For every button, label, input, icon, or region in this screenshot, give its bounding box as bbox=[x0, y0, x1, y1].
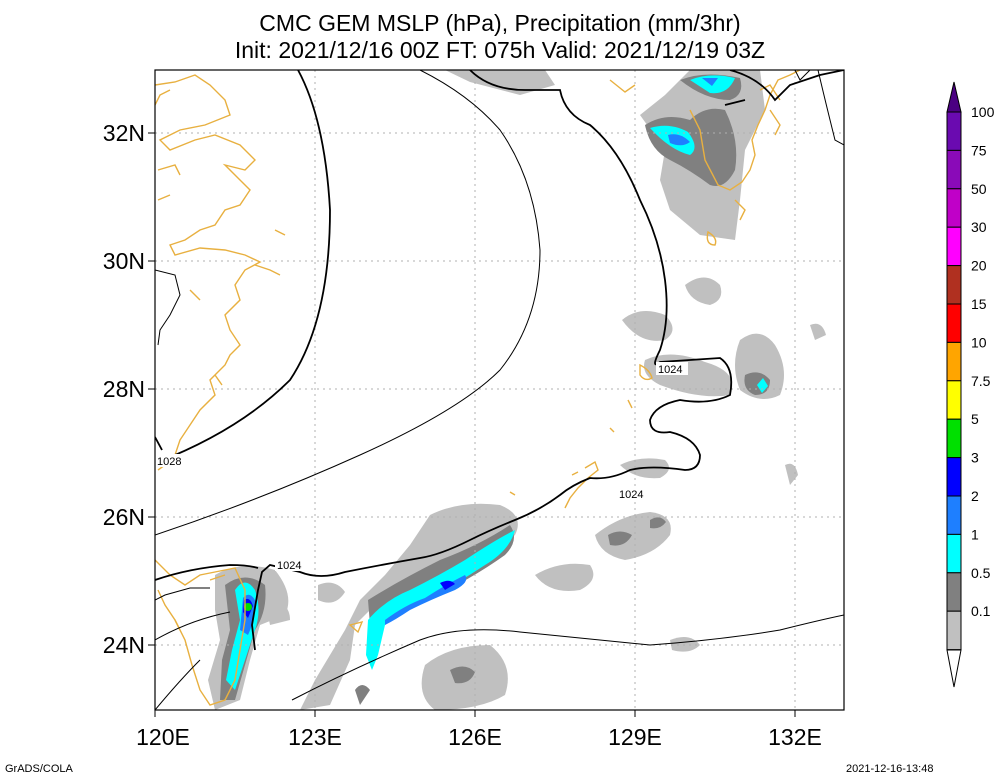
isobar-labels: 1028 1024 1024 1024 bbox=[155, 362, 688, 572]
isobar-label: 1024 bbox=[277, 560, 301, 572]
precip-colorbar: 100 75 50 30 20 15 10 7.5 5 3 2 1 0.5 0.1 bbox=[946, 81, 995, 688]
axis-ticks bbox=[148, 132, 796, 717]
colorbar-segment bbox=[946, 341, 962, 382]
map-frame bbox=[154, 69, 845, 711]
colorbar-segment bbox=[946, 111, 962, 151]
colorbar-segment bbox=[946, 188, 962, 228]
colorbar-segment bbox=[946, 572, 962, 612]
colorbar-label: 100 bbox=[971, 104, 995, 120]
colorbar-segment bbox=[946, 380, 962, 420]
map-content bbox=[155, 70, 844, 710]
software-credit: GrADS/COLA bbox=[5, 763, 73, 775]
colorbar-segment bbox=[946, 226, 962, 267]
colorbar-label: 7.5 bbox=[971, 373, 991, 389]
isobars bbox=[155, 70, 844, 710]
graticule bbox=[155, 70, 844, 710]
colorbar-label: 0.5 bbox=[971, 565, 991, 581]
colorbar-segment bbox=[946, 610, 962, 651]
colorbar-label: 1 bbox=[971, 526, 979, 542]
colorbar-segment bbox=[946, 533, 962, 574]
lon-label: 120E bbox=[136, 724, 190, 750]
colorbar-label: 0.1 bbox=[971, 603, 991, 619]
colorbar-label: 3 bbox=[971, 450, 979, 466]
isobar-label: 1024 bbox=[619, 489, 643, 501]
lon-label: 132E bbox=[768, 724, 822, 750]
lon-label: 129E bbox=[608, 724, 662, 750]
colorbar-segment bbox=[946, 457, 962, 497]
colorbar-label: 75 bbox=[971, 142, 987, 158]
precip-extreme-layer bbox=[244, 603, 252, 611]
colorbar-label: 2 bbox=[971, 488, 979, 504]
chart-subtitle: Init: 2021/12/16 00Z FT: 075h Valid: 202… bbox=[234, 37, 766, 63]
lat-label: 30N bbox=[103, 248, 145, 274]
lat-label: 24N bbox=[103, 632, 145, 658]
colorbar-segment bbox=[946, 149, 962, 190]
colorbar-segment bbox=[946, 303, 962, 343]
chart-title: CMC GEM MSLP (hPa), Precipitation (mm/3h… bbox=[259, 10, 741, 36]
isobar-label: 1024 bbox=[658, 364, 682, 376]
colorbar-segment bbox=[946, 495, 962, 535]
colorbar-label: 5 bbox=[971, 411, 979, 427]
colorbar-segment bbox=[946, 265, 962, 305]
colorbar-top-arrow bbox=[946, 81, 962, 113]
generation-timestamp: 2021-12-16-13:48 bbox=[846, 763, 934, 775]
lat-label: 26N bbox=[103, 504, 145, 530]
colorbar-label: 30 bbox=[971, 219, 987, 235]
colorbar-label: 20 bbox=[971, 258, 987, 274]
colorbar-label: 15 bbox=[971, 296, 987, 312]
colorbar-label: 10 bbox=[971, 334, 987, 350]
lon-label: 126E bbox=[448, 724, 502, 750]
lat-label: 28N bbox=[103, 376, 145, 402]
latitude-labels: 32N 30N 28N 26N 24N bbox=[103, 120, 145, 658]
colorbar-segment bbox=[946, 418, 962, 459]
isobar-label: 1028 bbox=[157, 456, 181, 468]
lat-label: 32N bbox=[103, 120, 145, 146]
coastlines bbox=[155, 70, 801, 706]
colorbar-label: 50 bbox=[971, 181, 987, 197]
lon-label: 123E bbox=[288, 724, 342, 750]
longitude-labels: 120E 123E 126E 129E 132E bbox=[136, 724, 822, 750]
colorbar-bottom-arrow bbox=[946, 649, 962, 688]
